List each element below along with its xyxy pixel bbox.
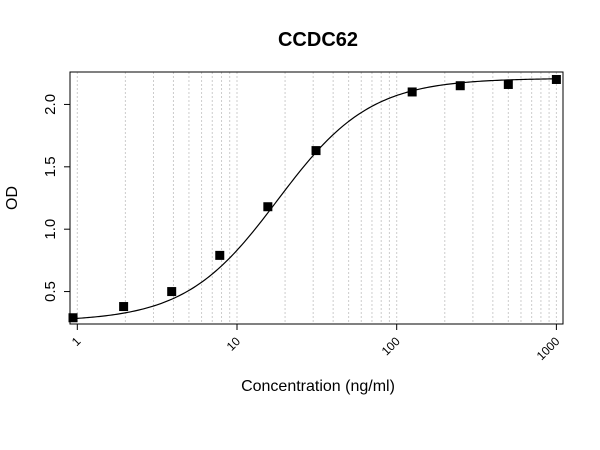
data-points	[68, 74, 561, 323]
y-axis: 0.5 1.0 1.5 2.0	[42, 94, 70, 302]
chart-title: CCDC62	[278, 29, 358, 51]
data-point	[455, 81, 465, 91]
x-tick-label: 1000	[534, 334, 563, 363]
grid	[69, 72, 557, 324]
data-point	[68, 313, 78, 323]
fit-curve	[72, 78, 557, 320]
data-point	[311, 146, 321, 156]
data-point	[263, 202, 273, 212]
x-tick-label: 100	[379, 334, 403, 358]
y-tick-label: 1.5	[42, 156, 59, 177]
y-tick-label: 1.0	[42, 219, 59, 240]
data-point	[407, 87, 417, 97]
plot-frame	[69, 71, 564, 325]
x-tick-label: 1	[69, 334, 84, 349]
data-point	[215, 250, 225, 260]
y-tick-label: 0.5	[42, 281, 59, 302]
data-point	[119, 302, 129, 312]
data-point	[503, 79, 513, 89]
y-tick-label: 2.0	[42, 94, 59, 115]
x-axis-label: Concentration (ng/ml)	[241, 378, 395, 395]
data-point	[167, 287, 177, 297]
x-tick-label: 10	[224, 334, 244, 354]
data-point	[551, 74, 561, 84]
y-axis-label: OD	[4, 186, 21, 210]
fit-curve-layer	[72, 78, 557, 320]
x-axis: 1 10 100 1000	[69, 324, 563, 363]
